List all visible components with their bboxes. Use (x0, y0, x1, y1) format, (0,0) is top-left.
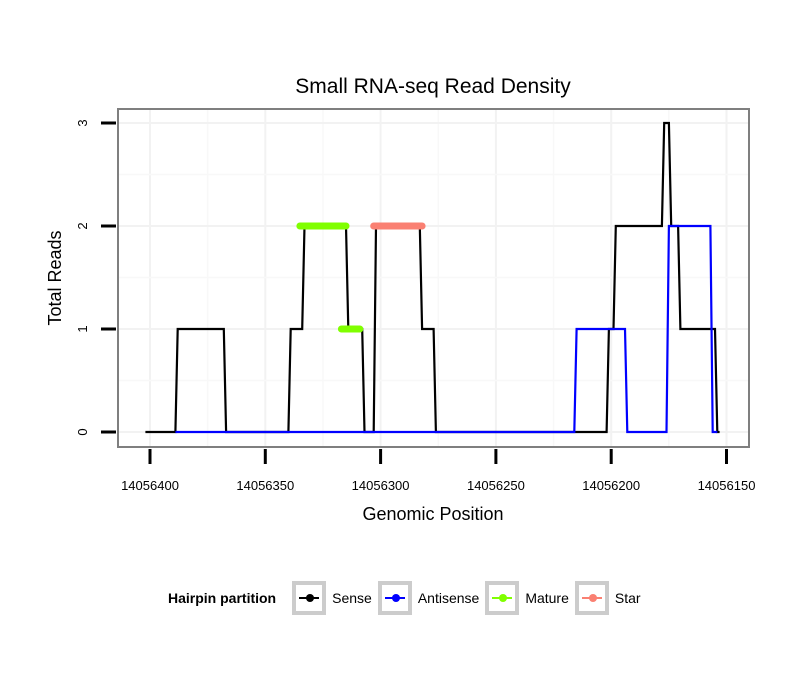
legend-label-sense: Sense (332, 590, 372, 606)
x-tick-label: 14056350 (236, 478, 294, 493)
panel-border (117, 108, 750, 448)
x-tick-label: 14056200 (582, 478, 640, 493)
legend-label-mature: Mature (525, 590, 569, 606)
series-line-antisense (175, 224, 718, 434)
x-tick-label: 14056400 (121, 478, 179, 493)
y-tick-label: 1 (75, 325, 90, 332)
x-tick-label: 14056250 (467, 478, 525, 493)
legend-key-star (574, 581, 609, 615)
legend: Hairpin partition Sense Antisense Mature… (168, 576, 647, 620)
y-tick-label: 2 (75, 222, 90, 229)
legend-item-sense: Sense (292, 581, 372, 615)
legend-key-mature (485, 581, 520, 615)
chart-title: Small RNA-seq Read Density (295, 75, 571, 98)
y-axis-title: Total Reads (45, 230, 65, 325)
y-tick-label: 3 (75, 119, 90, 126)
series-layer (145, 121, 720, 434)
legend-item-star: Star (574, 581, 641, 615)
series-line-sense (145, 121, 720, 434)
y-axis: 0 1 2 3 (75, 119, 116, 436)
x-axis-title: Genomic Position (362, 504, 503, 524)
legend-label-antisense: Antisense (417, 590, 480, 606)
legend-label-star: Star (614, 590, 641, 606)
x-axis: 14056400 14056350 14056300 14056250 14056200… (121, 449, 755, 493)
legend-item-mature: Mature (485, 581, 569, 615)
legend-key-antisense (377, 581, 412, 615)
y-tick-label: 0 (75, 428, 90, 435)
legend-title: Hairpin partition (168, 590, 277, 606)
legend-item-antisense: Antisense (377, 581, 480, 615)
legend-key-sense (292, 581, 327, 615)
x-tick-label: 14056300 (352, 478, 410, 493)
x-tick-label: 14056150 (698, 478, 756, 493)
